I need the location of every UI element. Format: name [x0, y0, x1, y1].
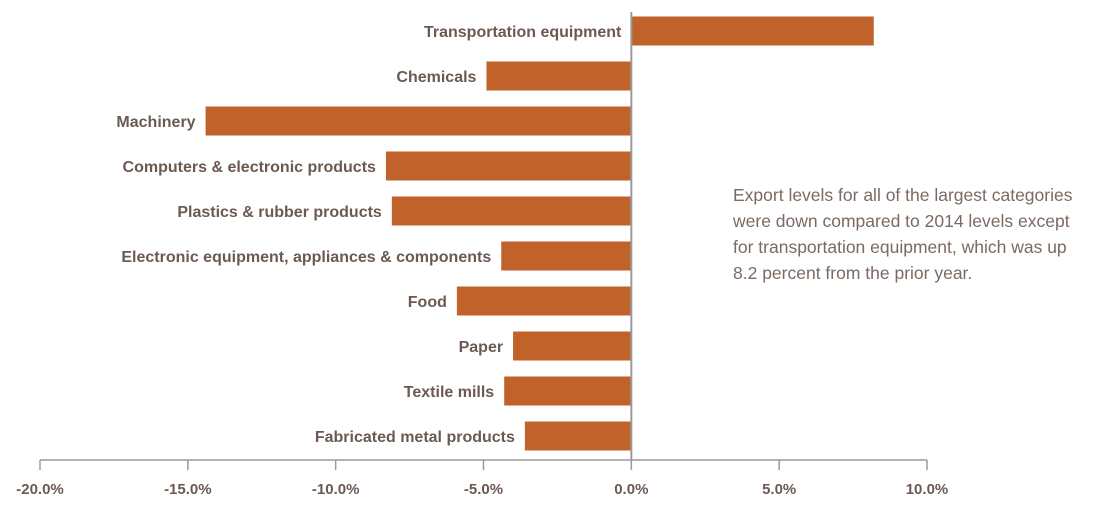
category-label-1: Chemicals	[396, 69, 476, 86]
bar-0	[631, 16, 874, 46]
category-label-9: Fabricated metal products	[315, 429, 515, 446]
x-tick-label-1: -15.0%	[164, 481, 212, 498]
category-label-0: Transportation equipment	[424, 24, 622, 41]
x-tick-label-5: 5.0%	[762, 481, 796, 498]
x-tick-label-2: -10.0%	[312, 481, 360, 498]
bar-7	[513, 331, 632, 361]
bar-5	[501, 241, 632, 271]
x-tick-label-0: -20.0%	[16, 481, 64, 498]
category-label-5: Electronic equipment, appliances & compo…	[121, 249, 491, 266]
category-label-4: Plastics & rubber products	[177, 204, 382, 221]
category-label-7: Paper	[459, 339, 503, 356]
category-label-6: Food	[408, 294, 447, 311]
x-tick-label-4: 0.0%	[614, 481, 648, 498]
bar-8	[504, 376, 632, 406]
bar-9	[524, 421, 632, 451]
bar-3	[385, 151, 632, 181]
x-tick-label-6: 10.0%	[906, 481, 949, 498]
category-label-3: Computers & electronic products	[123, 159, 376, 176]
bar-6	[456, 286, 632, 316]
category-label-2: Machinery	[116, 114, 195, 131]
chart-annotation: Export levels for all of the largest cat…	[733, 185, 1073, 283]
bar-2	[205, 106, 632, 136]
bar-4	[391, 196, 632, 226]
x-tick-label-3: -5.0%	[464, 481, 503, 498]
category-label-8: Textile mills	[404, 384, 495, 401]
bar-1	[486, 61, 632, 91]
